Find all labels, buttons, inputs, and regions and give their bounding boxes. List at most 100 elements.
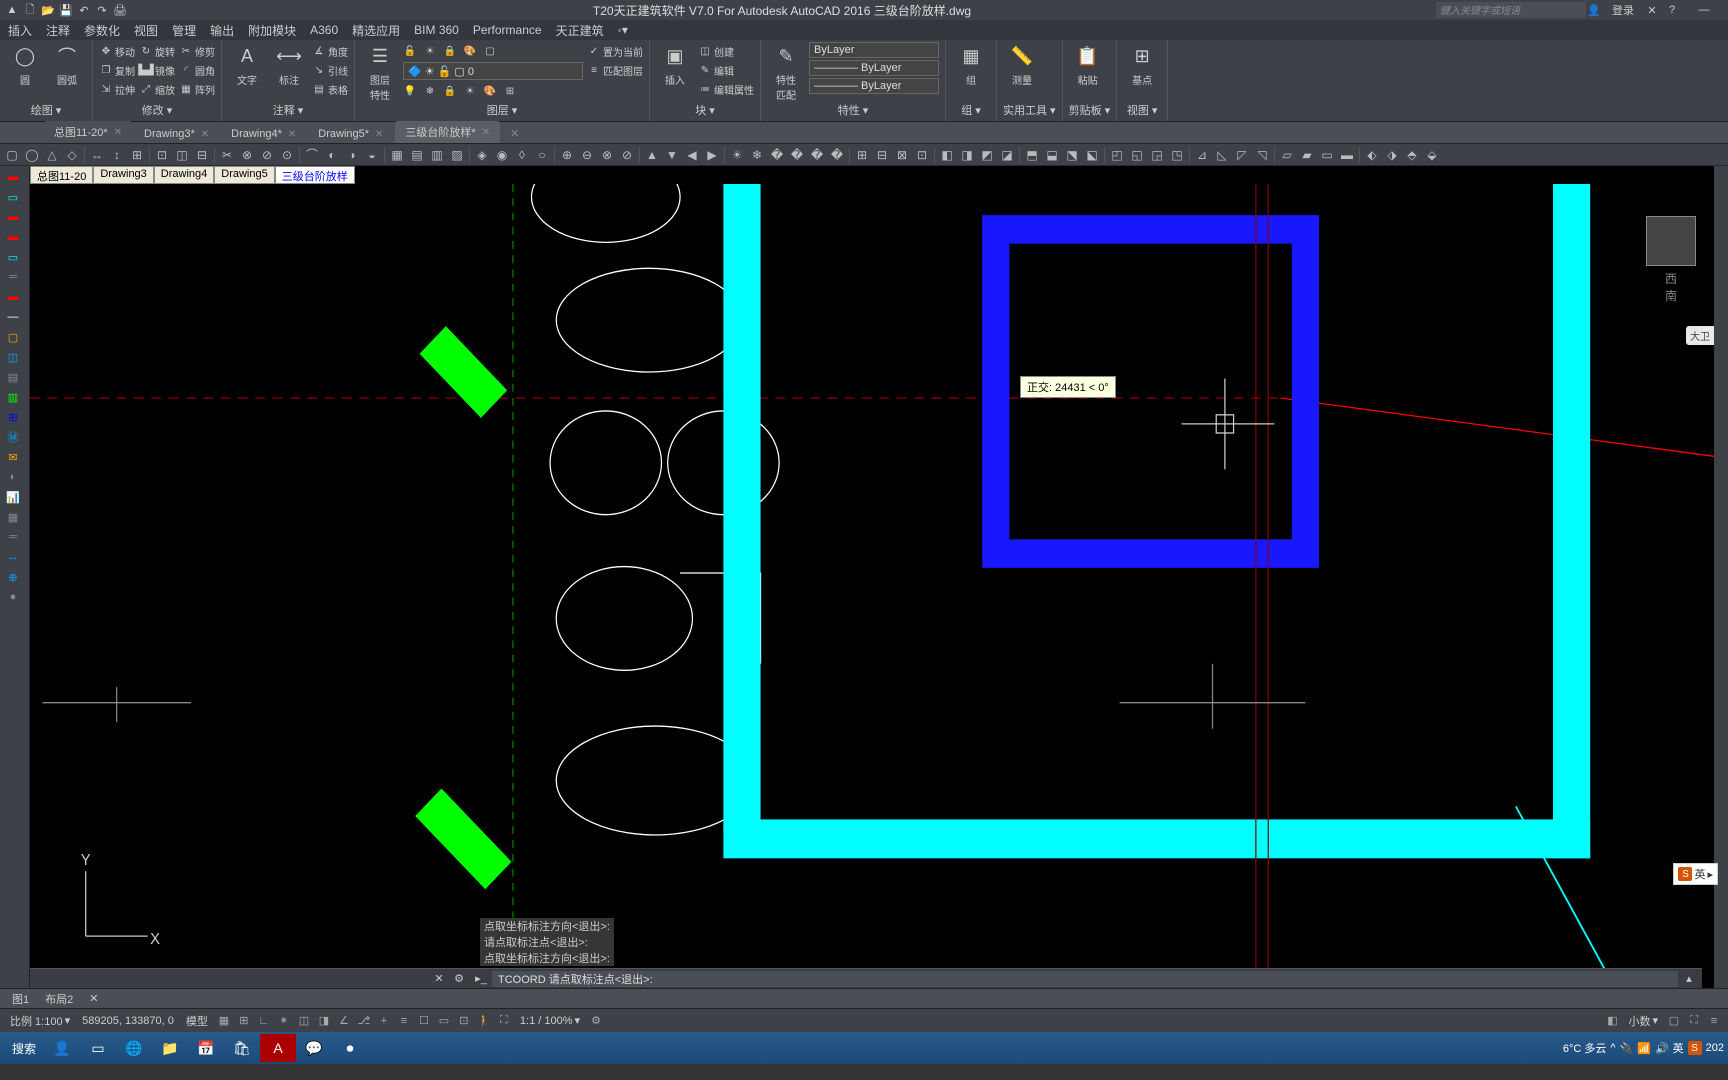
ribbon-btn-基点[interactable]: ⊞基点 bbox=[1123, 42, 1161, 87]
undo-icon[interactable]: ↶ bbox=[76, 2, 92, 18]
toolbar-icon[interactable]: ⊟ bbox=[872, 145, 892, 165]
toolbar-icon[interactable]: ⬓ bbox=[1042, 145, 1062, 165]
toolbar-icon[interactable]: ▼ bbox=[662, 145, 682, 165]
ribbon-btn-角度[interactable]: ∡角度 bbox=[312, 42, 348, 60]
layer-tool-icon[interactable]: ⊞ bbox=[503, 82, 521, 100]
status-polar-icon[interactable]: ✴ bbox=[274, 1011, 294, 1031]
toolbar-icon[interactable]: ◧ bbox=[937, 145, 957, 165]
menu-参数化[interactable]: 参数化 bbox=[84, 22, 120, 39]
toolbar-icon[interactable]: ⊡ bbox=[152, 145, 172, 165]
status-dyn-icon[interactable]: + bbox=[374, 1011, 394, 1031]
model-tab[interactable]: 总图11-20 bbox=[30, 166, 93, 184]
ribbon-btn-缩放[interactable]: ⤢缩放 bbox=[139, 80, 175, 98]
ribbon-btn-修剪[interactable]: ✂修剪 bbox=[179, 42, 215, 60]
palette-icon[interactable]: — bbox=[2, 308, 24, 326]
ribbon-btn-移动[interactable]: ✥移动 bbox=[99, 42, 135, 60]
toolbar-icon[interactable]: ▱ bbox=[1277, 145, 1297, 165]
model-tab[interactable]: Drawing4 bbox=[154, 166, 214, 184]
menu-输出[interactable]: 输出 bbox=[210, 22, 234, 39]
ribbon-btn-文字[interactable]: A文字 bbox=[228, 42, 266, 87]
status-decimal[interactable]: 小数 ▾ bbox=[1622, 1013, 1664, 1029]
toolbar-icon[interactable]: ▬ bbox=[1337, 145, 1357, 165]
toolbar-icon[interactable]: ▰ bbox=[1297, 145, 1317, 165]
layout-tab[interactable]: 图1 bbox=[4, 989, 37, 1009]
toolbar-icon[interactable]: ↔ bbox=[87, 145, 107, 165]
toolbar-icon[interactable]: ⊟ bbox=[192, 145, 212, 165]
taskbar-autocad-icon[interactable]: A bbox=[260, 1034, 296, 1062]
model-tab[interactable]: 三级台阶放样 bbox=[275, 166, 355, 184]
toolbar-icon[interactable]: ◱ bbox=[1127, 145, 1147, 165]
ribbon-btn-置为当前[interactable]: ✓置为当前 bbox=[587, 42, 643, 60]
layer-state-icon[interactable]: 🎨 bbox=[463, 42, 481, 60]
toolbar-icon[interactable]: ⊿ bbox=[1192, 145, 1212, 165]
layer-tool-icon[interactable]: 🔒 bbox=[443, 82, 461, 100]
layer-tool-icon[interactable]: 🎨 bbox=[483, 82, 501, 100]
toolbar-icon[interactable]: ⊠ bbox=[892, 145, 912, 165]
toolbar-icon[interactable]: ◐ bbox=[322, 145, 342, 165]
toolbar-icon[interactable]: ◳ bbox=[1167, 145, 1187, 165]
layout-tab[interactable]: 布局2 bbox=[37, 989, 81, 1009]
doc-tab[interactable]: 三级台阶放样*✕ bbox=[395, 121, 500, 143]
ribbon-btn-拉伸[interactable]: ⇲拉伸 bbox=[99, 80, 135, 98]
palette-icon[interactable]: Ⓜ bbox=[2, 428, 24, 446]
taskbar-edge-icon[interactable]: 🌐 bbox=[116, 1034, 152, 1062]
taskbar-calendar-icon[interactable]: 📅 bbox=[188, 1034, 224, 1062]
toolbar-icon[interactable]: ▢ bbox=[2, 145, 22, 165]
tab-close-icon[interactable]: ✕ bbox=[201, 129, 209, 140]
toolbar-icon[interactable]: ⬒ bbox=[1022, 145, 1042, 165]
layer-tool-icon[interactable]: ❄ bbox=[423, 82, 441, 100]
status-model[interactable]: 模型 bbox=[180, 1013, 214, 1029]
layer-tool-icon[interactable]: ☀ bbox=[463, 82, 481, 100]
toolbar-icon[interactable]: � bbox=[787, 145, 807, 165]
toolbar-icon[interactable]: ⊙ bbox=[277, 145, 297, 165]
toolbar-icon[interactable]: ▲ bbox=[642, 145, 662, 165]
toolbar-icon[interactable]: ◩ bbox=[977, 145, 997, 165]
menu-overflow[interactable]: ◦▾ bbox=[618, 23, 628, 37]
ribbon-btn-图层 特性[interactable]: ☰图层特性 bbox=[361, 42, 399, 102]
panel-title[interactable]: 绘图 ▾ bbox=[6, 103, 86, 119]
viewcube[interactable]: 西 南 bbox=[1636, 216, 1706, 306]
layer-state-icon[interactable]: 🔓 bbox=[403, 42, 421, 60]
panel-title[interactable]: 剪贴板 ▾ bbox=[1069, 103, 1111, 119]
layer-state-icon[interactable]: ☀ bbox=[423, 42, 441, 60]
ribbon-btn-组[interactable]: ▦组 bbox=[952, 42, 990, 87]
property-combo[interactable]: ———— ByLayer bbox=[809, 78, 939, 94]
palette-icon[interactable]: ▬ bbox=[2, 168, 24, 186]
toolbar-icon[interactable]: ◰ bbox=[1107, 145, 1127, 165]
app-icon[interactable]: ▲ bbox=[4, 2, 20, 18]
panel-title[interactable]: 图层 ▾ bbox=[361, 103, 643, 119]
ribbon-btn-引线[interactable]: ↘引线 bbox=[312, 61, 348, 79]
ribbon-btn-复制[interactable]: ❐复制 bbox=[99, 61, 135, 79]
command-input[interactable]: TCOORD 请点取标注点<退出>: bbox=[492, 971, 1678, 987]
drawing-canvas[interactable]: 总图11-20Drawing3Drawing4Drawing5三级台阶放样 bbox=[30, 166, 1714, 988]
toolbar-icon[interactable]: ◯ bbox=[22, 145, 42, 165]
toolbar-icon[interactable]: ⊡ bbox=[912, 145, 932, 165]
ribbon-btn-匹配图层[interactable]: ≡匹配图层 bbox=[587, 61, 643, 79]
palette-icon[interactable]: ◐ bbox=[2, 468, 24, 486]
toolbar-icon[interactable]: ◇ bbox=[62, 145, 82, 165]
tab-close-icon[interactable]: ✕ bbox=[288, 129, 296, 140]
ribbon-btn-编辑[interactable]: ✎编辑 bbox=[698, 61, 754, 79]
menu-精选应用[interactable]: 精选应用 bbox=[352, 22, 400, 39]
palette-icon[interactable]: ⊕ bbox=[2, 568, 24, 586]
doc-tab[interactable]: Drawing5*✕ bbox=[308, 125, 393, 143]
exchange-icon[interactable]: ✕ bbox=[1644, 2, 1660, 18]
toolbar-icon[interactable]: ⌒ bbox=[302, 145, 322, 165]
status-otrack-icon[interactable]: ∠ bbox=[334, 1011, 354, 1031]
menu-附加模块[interactable]: 附加模块 bbox=[248, 22, 296, 39]
palette-icon[interactable]: ● bbox=[2, 588, 24, 606]
toolbar-icon[interactable]: ○ bbox=[532, 145, 552, 165]
ribbon-btn-测量[interactable]: 📏测量 bbox=[1003, 42, 1041, 87]
tray-power-icon[interactable]: 🔌 bbox=[1620, 1042, 1634, 1055]
taskbar-wechat-icon[interactable]: 💬 bbox=[296, 1034, 332, 1062]
status-grid-icon[interactable]: ▦ bbox=[214, 1011, 234, 1031]
cmd-close-icon[interactable]: ✕ bbox=[430, 970, 448, 988]
ime-badge[interactable]: S 英 ▸ bbox=[1673, 863, 1718, 885]
status-sc-icon[interactable]: ⊡ bbox=[454, 1011, 474, 1031]
minimize-button[interactable]: — bbox=[1684, 1, 1724, 19]
cmd-recent-icon[interactable]: ▴ bbox=[1680, 970, 1698, 988]
status-iso-icon[interactable]: ◧ bbox=[1602, 1011, 1622, 1031]
status-walk-icon[interactable]: 🚶 bbox=[474, 1011, 494, 1031]
ribbon-btn-表格[interactable]: ▤表格 bbox=[312, 80, 348, 98]
toolbar-icon[interactable]: ◹ bbox=[1252, 145, 1272, 165]
